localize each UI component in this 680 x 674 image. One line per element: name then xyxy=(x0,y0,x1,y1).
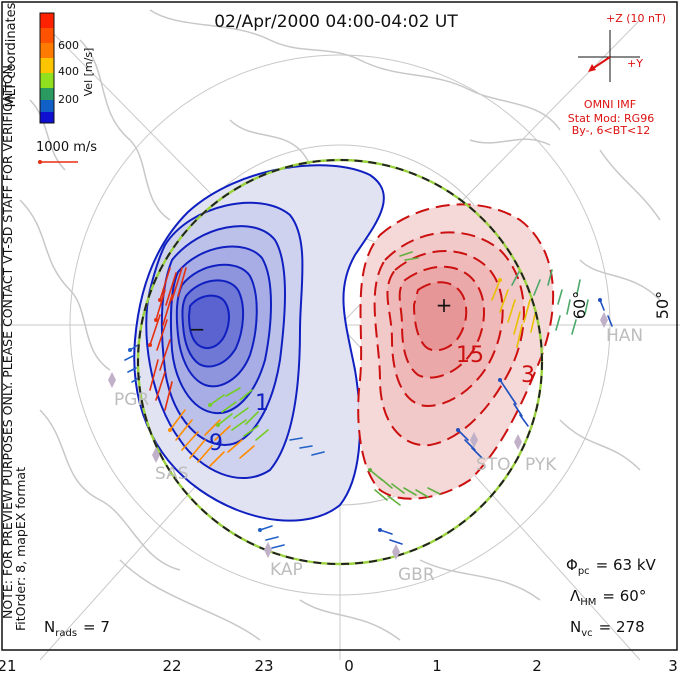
station-label-sas: SAS xyxy=(155,464,189,484)
radar-stations xyxy=(108,312,608,560)
colorbar-label: Vel [m/s] xyxy=(82,48,95,97)
plot-frame xyxy=(1,1,678,651)
positive-potential-cell xyxy=(357,203,555,500)
statistics: Φpc = 63 kV ΛHM = 60° Nvc = 278 Nrads = 7 xyxy=(44,556,657,639)
vectors-dusk-green xyxy=(209,387,269,441)
potential-max-marker: + xyxy=(436,293,453,317)
colorbar-segment-4 xyxy=(40,58,54,73)
imf-bz-label: +Z (10 nT) xyxy=(606,12,666,25)
fit-order-note: FitOrder: 8, mapEX format xyxy=(13,467,28,631)
vectors-dusk-orange xyxy=(169,409,255,467)
vectors-dusk-red xyxy=(149,267,187,411)
mlt-tick-22: 22 xyxy=(162,657,181,674)
mlt-tick-0: 0 xyxy=(344,657,354,674)
colorbar-segment-2 xyxy=(40,28,54,43)
mlt-tick-1: 1 xyxy=(432,657,442,674)
contour-pos-5 xyxy=(412,281,468,352)
latitude-label-60: 60° xyxy=(570,291,589,319)
vectors-dawn-mixed xyxy=(511,269,589,335)
contour-label-15: 15 xyxy=(456,343,484,368)
station-marker-gbr xyxy=(392,544,400,560)
contour-label-9: 9 xyxy=(209,431,223,456)
contour-neg-7 xyxy=(187,294,230,350)
imf-model: Stat Mod: RG96 xyxy=(568,112,654,125)
station-labels: HAN PGR SAS KAP GBR STO PYK xyxy=(114,326,643,585)
nrads-stat: Nrads = 7 xyxy=(44,618,110,639)
colorbar-segment-1 xyxy=(40,13,54,28)
preview-note: NOTE: FOR PREVIEW PURPOSES ONLY. PLEASE … xyxy=(0,61,15,619)
mlt-tick-3: 3 xyxy=(668,657,678,674)
station-marker-sto xyxy=(470,432,478,448)
colorbar-segment-8 xyxy=(40,112,54,123)
station-label-han: HAN xyxy=(606,326,643,346)
potential-min-marker: − xyxy=(189,317,206,341)
nvc-stat: Nvc = 278 xyxy=(570,618,645,639)
colorbar-tick-200: 200 xyxy=(58,93,79,106)
imf-panel: +Z (10 nT) +Y OMNI IMF Stat Mod: RG96 By… xyxy=(568,12,666,137)
station-marker-pgr xyxy=(108,372,116,388)
colorbar-segment-6 xyxy=(40,88,54,100)
station-marker-sas xyxy=(152,447,160,463)
mlt-tick-2: 2 xyxy=(532,657,542,674)
figure-title: 02/Apr/2000 04:00-04:02 UT xyxy=(214,12,458,32)
colorbar-segment-7 xyxy=(40,100,54,112)
imf-condition: By-, 6<BT<12 xyxy=(572,124,651,137)
lambda-hm-stat: ΛHM = 60° xyxy=(570,587,646,608)
colorbar-tick-600: 600 xyxy=(58,39,79,52)
phi-pc-stat: Φpc = 63 kV xyxy=(566,556,657,577)
vector-scale: 1000 m/s xyxy=(36,140,97,164)
velocity-colorbar: 600 400 200 Vel [m/s] xyxy=(39,12,95,124)
station-marker-kap xyxy=(264,542,272,558)
station-marker-pyk xyxy=(514,434,522,450)
station-label-pyk: PYK xyxy=(525,455,557,475)
imf-by-label: +Y xyxy=(627,57,643,70)
station-label-sto: STO xyxy=(476,455,511,475)
vectors-dusk-blue xyxy=(124,344,325,549)
velocity-vectors xyxy=(124,251,613,549)
colorbar-segment-5 xyxy=(40,73,54,88)
heppner-maynard-boundary xyxy=(136,158,544,566)
mlt-axis: 21 22 23 0 1 2 3 xyxy=(0,657,678,674)
station-label-kap: KAP xyxy=(270,560,303,580)
vectors-dawn-blue xyxy=(379,299,613,545)
coordinate-system-label: MLT coordinates xyxy=(4,2,19,107)
imf-source: OMNI IMF xyxy=(584,98,636,111)
latitude-label-50: 50° xyxy=(653,291,672,319)
colorbar-tick-400: 400 xyxy=(58,65,79,78)
contour-label-3: 3 xyxy=(521,363,535,388)
vector-origin-dots xyxy=(128,278,602,532)
vectors-dawn-green xyxy=(369,251,441,506)
vector-scale-label: 1000 m/s xyxy=(36,140,97,155)
contour-label-1: 1 xyxy=(255,391,269,416)
colorbar-segment-3 xyxy=(40,43,54,58)
mlt-tick-21: 21 xyxy=(0,657,17,674)
mlt-tick-23: 23 xyxy=(254,657,273,674)
station-label-gbr: GBR xyxy=(398,565,435,585)
station-marker-han xyxy=(600,312,608,328)
station-label-pgr: PGR xyxy=(114,390,149,410)
